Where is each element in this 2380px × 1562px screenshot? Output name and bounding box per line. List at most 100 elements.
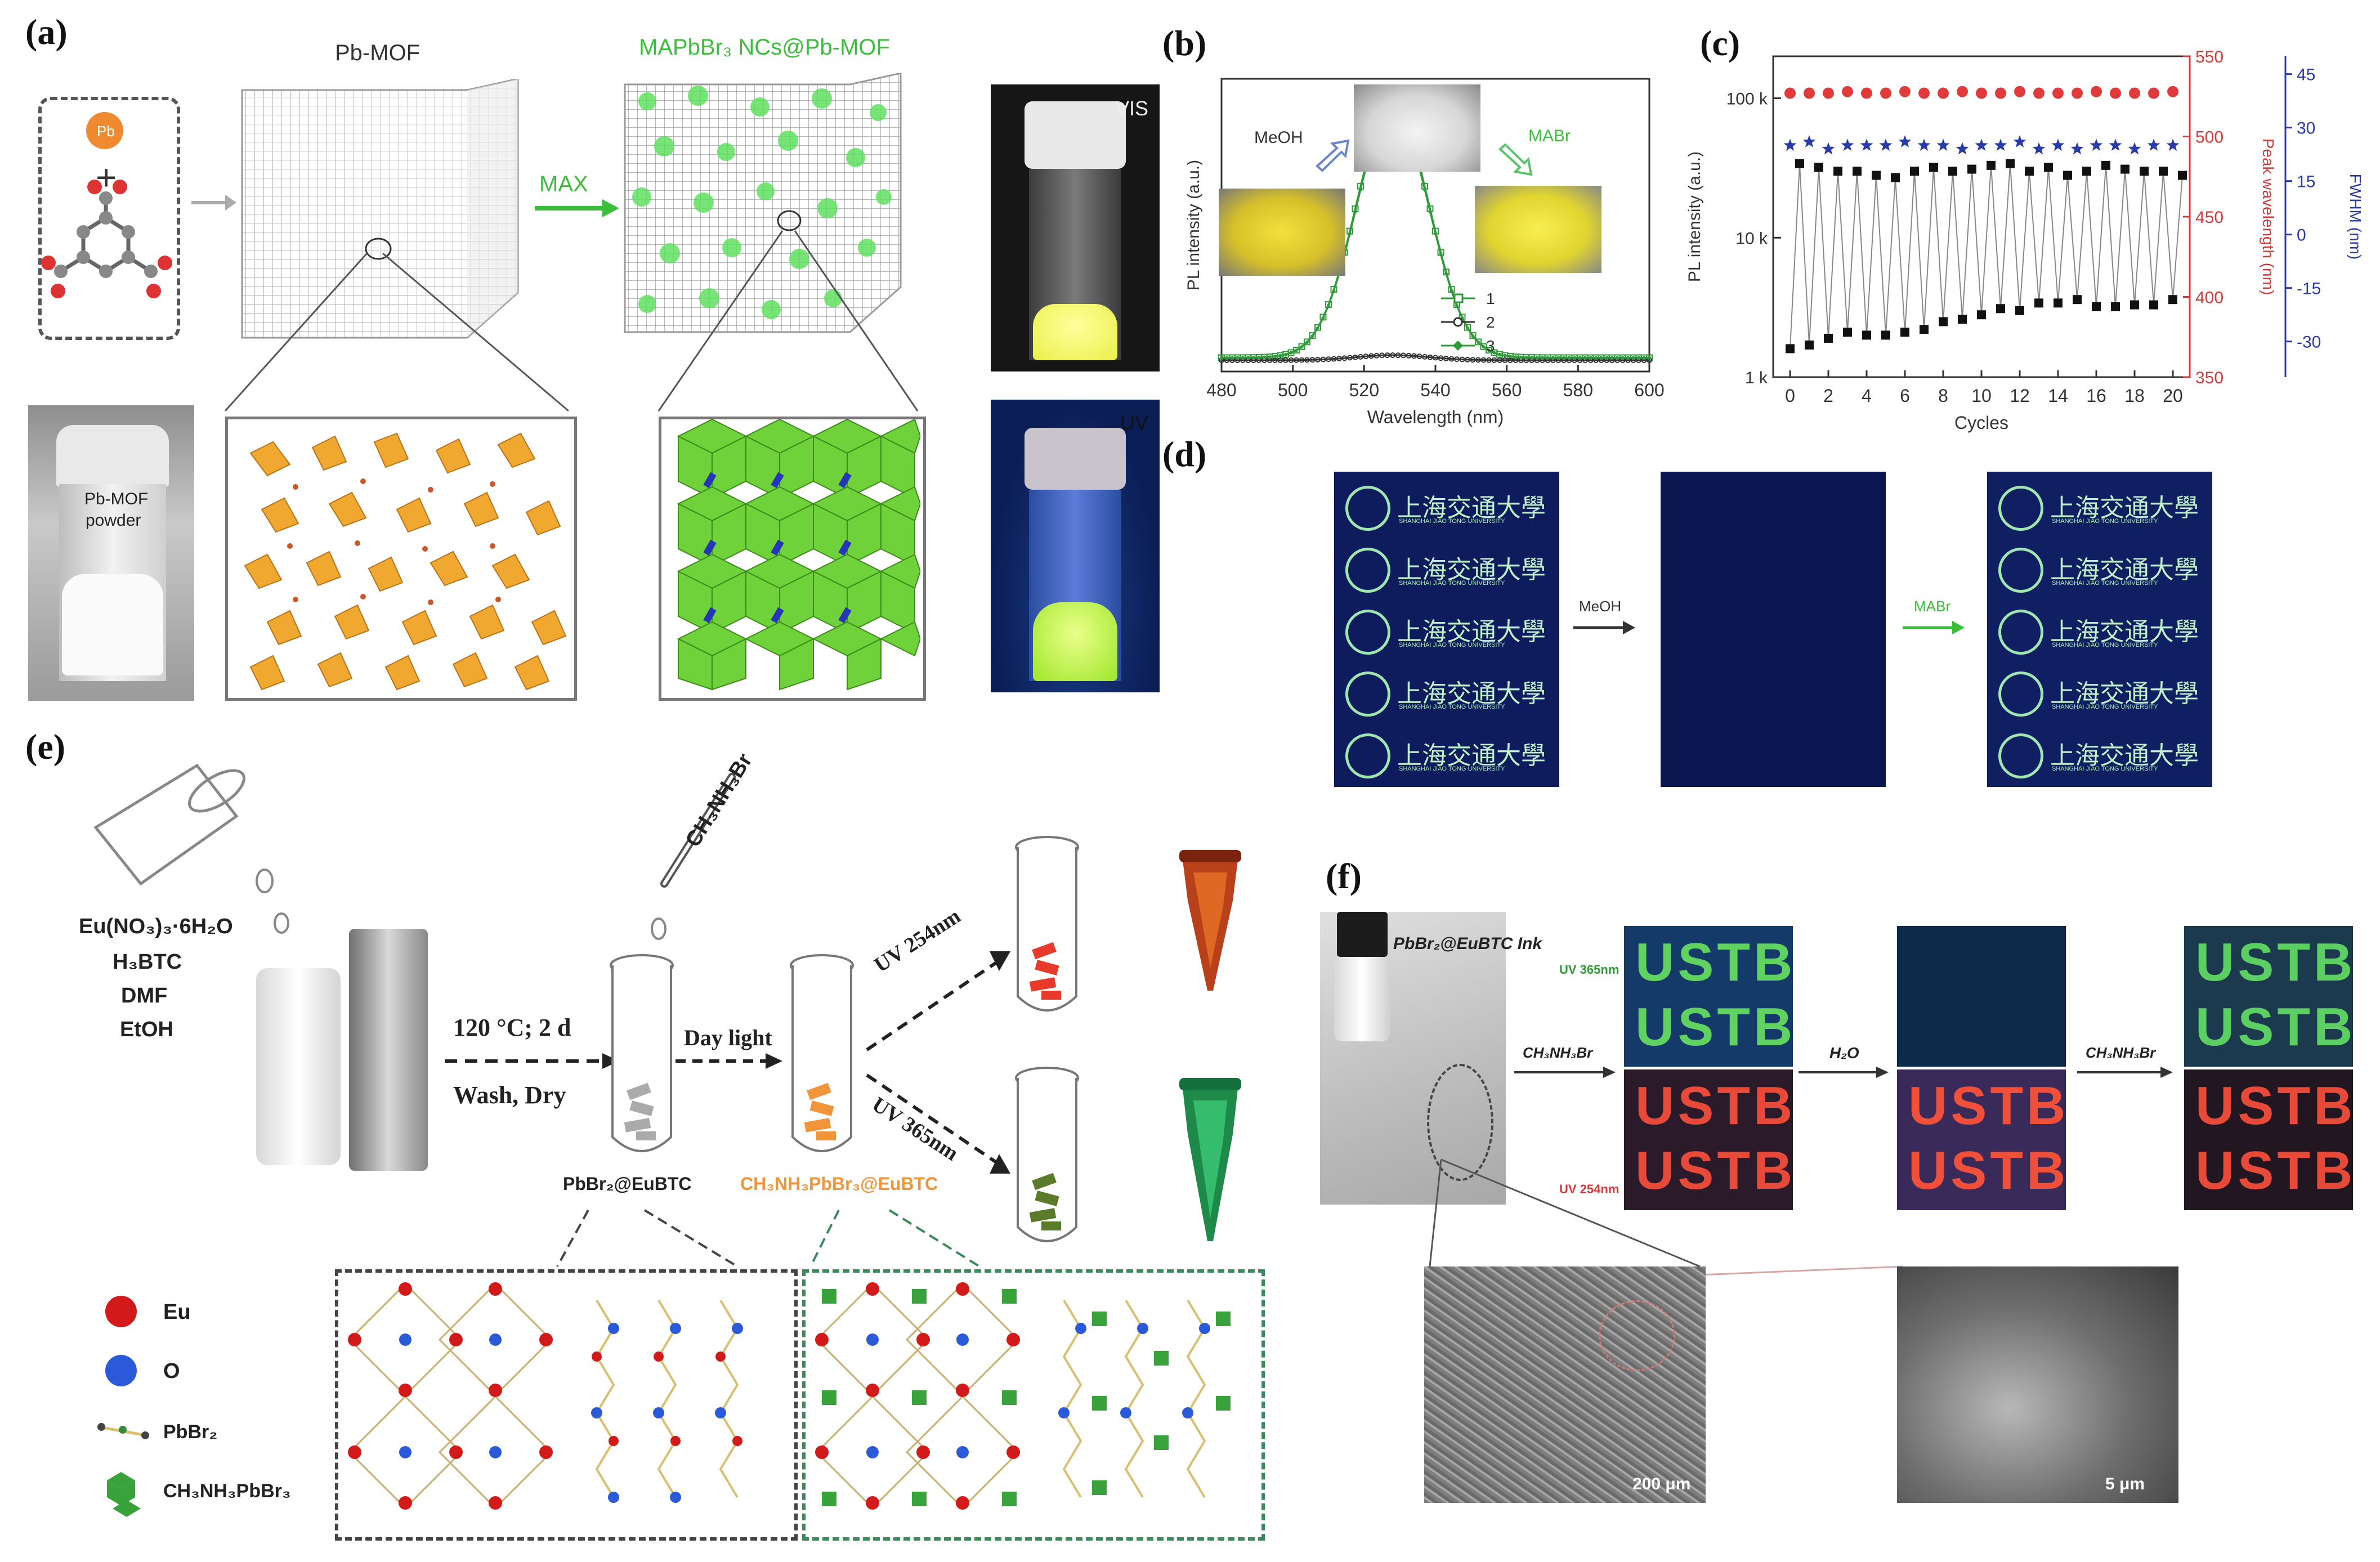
c-r2-tick-label: 0 <box>2297 226 2306 245</box>
c-peak-wavelength-point <box>1880 87 1891 99</box>
b-point <box>1284 352 1287 356</box>
c-r2-axis-label: FWHM (nm) <box>2347 174 2364 259</box>
f-pattern-text: USTB <box>1908 1140 2066 1201</box>
b-point <box>1289 351 1293 355</box>
f-arrow-1-label: CH₃NH₃Br <box>1523 1044 1593 1061</box>
pb-ion <box>86 112 123 149</box>
f-ink-bottle-cap <box>1337 912 1388 957</box>
c-peak-wavelength-point <box>2014 86 2025 97</box>
b-point <box>1314 324 1321 331</box>
b-point <box>1320 356 1326 362</box>
c-intensity-high-point <box>1967 164 1976 174</box>
b-legend-label: 2 <box>1486 314 1495 331</box>
c-x-tick-label: 8 <box>1938 386 1948 406</box>
b-point <box>1562 356 1565 360</box>
b-point <box>1368 353 1374 359</box>
d-arrow-1-label: MeOH <box>1579 598 1622 615</box>
pb-mof-structure <box>244 432 567 691</box>
b-point <box>1319 314 1327 321</box>
d-logo-row: 上海交通大學 SHANGHAI JIAO TONG UNIVERSITY <box>1345 483 1554 534</box>
c-intensity-low-point <box>1977 310 1986 320</box>
f-pattern-text: USTB <box>1635 997 1793 1057</box>
b-legend-marker <box>1453 293 1464 303</box>
b-point <box>1482 345 1486 349</box>
b-x-tick-label: 480 <box>1206 380 1236 400</box>
uv-vial-photo: UV <box>991 400 1160 692</box>
d-logo-text: 上海交通大學 <box>1397 679 1546 708</box>
f-red-1: USTB USTB <box>1624 1069 1793 1210</box>
c-fwhm-point <box>2166 138 2180 151</box>
b-point <box>1434 232 1437 236</box>
b-point <box>1551 356 1555 360</box>
e-reagent: EtOH <box>120 1018 173 1041</box>
b-point <box>1231 356 1234 360</box>
chart-c: 0 2 4 6 8 10 12 14 16 18 20 Cycles 1 k 10 k 100 k PL in… <box>1685 51 2364 433</box>
b-point <box>1514 355 1518 359</box>
c-intensity-low-point <box>1920 325 1929 334</box>
b-legend-label: 1 <box>1486 290 1495 307</box>
c-peak-wavelength-point <box>2072 87 2083 99</box>
b-point <box>1459 356 1465 362</box>
b-point <box>1336 355 1342 361</box>
d-logo-row: 上海交通大學 SHANGHAI JIAO TONG UNIVERSITY <box>1998 731 2207 781</box>
c-intensity-high-point <box>2006 159 2015 168</box>
b-point <box>1498 352 1501 356</box>
c-intensity-low-point <box>2130 300 2139 310</box>
c-intensity-high-point <box>2044 163 2053 172</box>
e-zoom-lines <box>556 1209 981 1268</box>
c-intensity-high-point <box>2082 167 2091 176</box>
d-logo-subtext: SHANGHAI JIAO TONG UNIVERSITY <box>2052 642 2158 648</box>
panel-label-d: (d) <box>1162 434 1207 474</box>
e-structure-box-1 <box>335 1269 798 1541</box>
b-point <box>1503 353 1507 357</box>
b-point <box>1263 355 1266 359</box>
pbbr2-chains <box>591 1299 743 1503</box>
c-x-tick-label: 10 <box>1971 386 1992 406</box>
c-intensity-low-point <box>2073 295 2082 305</box>
b-point <box>1327 303 1330 307</box>
c-r1-tick-label: 550 <box>2195 51 2224 66</box>
d-logo-subtext: SHANGHAI JIAO TONG UNIVERSITY <box>1399 766 1505 772</box>
e-structure-box-2 <box>802 1269 1265 1541</box>
c-intensity-low-point <box>2034 298 2043 308</box>
b-point <box>1246 356 1250 360</box>
c-intensity-low-point <box>1958 315 1967 324</box>
b-point <box>1469 332 1477 339</box>
d-logo-row: 上海交通大學 SHANGHAI JIAO TONG UNIVERSITY <box>1345 607 1554 657</box>
c-x-tick-label: 4 <box>1862 386 1872 406</box>
b-point <box>1416 353 1422 360</box>
c-y-axis-label: PL intensity (a.u.) <box>1685 151 1704 282</box>
b-point <box>1475 357 1481 363</box>
f-pattern-text: USTB <box>2195 932 2353 992</box>
e-arrow-heat <box>445 1053 619 1069</box>
d-logo-text: 上海交通大學 <box>1397 617 1546 646</box>
c-y-tick-label: 100 k <box>1726 90 1768 109</box>
c-x-tick-label: 20 <box>2163 386 2183 406</box>
d-logo-text: 上海交通大學 <box>2050 741 2199 770</box>
b-point <box>1583 356 1587 360</box>
c-intensity-high-point <box>2063 171 2072 180</box>
c-fwhm-point <box>1841 138 1854 151</box>
d-pattern-recovered: 上海交通大學 SHANGHAI JIAO TONG UNIVERSITY 上海交… <box>1987 472 2212 787</box>
powder-label-1: Pb-MOF <box>84 490 149 508</box>
eu-atom-icon <box>105 1296 137 1327</box>
b-point <box>1492 351 1496 355</box>
f-pattern-text: USTB <box>2195 1140 2353 1201</box>
b-point <box>1524 355 1528 359</box>
c-x-axis-label: Cycles <box>1954 413 2008 433</box>
b-point <box>1535 356 1539 360</box>
b-point <box>1363 353 1369 360</box>
c-fwhm-point <box>1879 138 1893 151</box>
b-point <box>1411 353 1417 359</box>
d-logo-text: 上海交通大學 <box>1397 556 1546 584</box>
tube-1 <box>610 954 674 1152</box>
b-point <box>1428 210 1432 214</box>
c-peak-wavelength-point <box>1995 87 2006 99</box>
teflon-liner <box>256 968 341 1165</box>
b-point <box>1480 357 1487 363</box>
c-fwhm-point <box>1956 142 1969 155</box>
f-green-1: USTB USTB <box>1624 926 1793 1067</box>
f-pattern-text: USTB <box>1908 1076 2066 1136</box>
b-legend-marker <box>1453 341 1463 351</box>
b-point <box>1236 356 1240 360</box>
